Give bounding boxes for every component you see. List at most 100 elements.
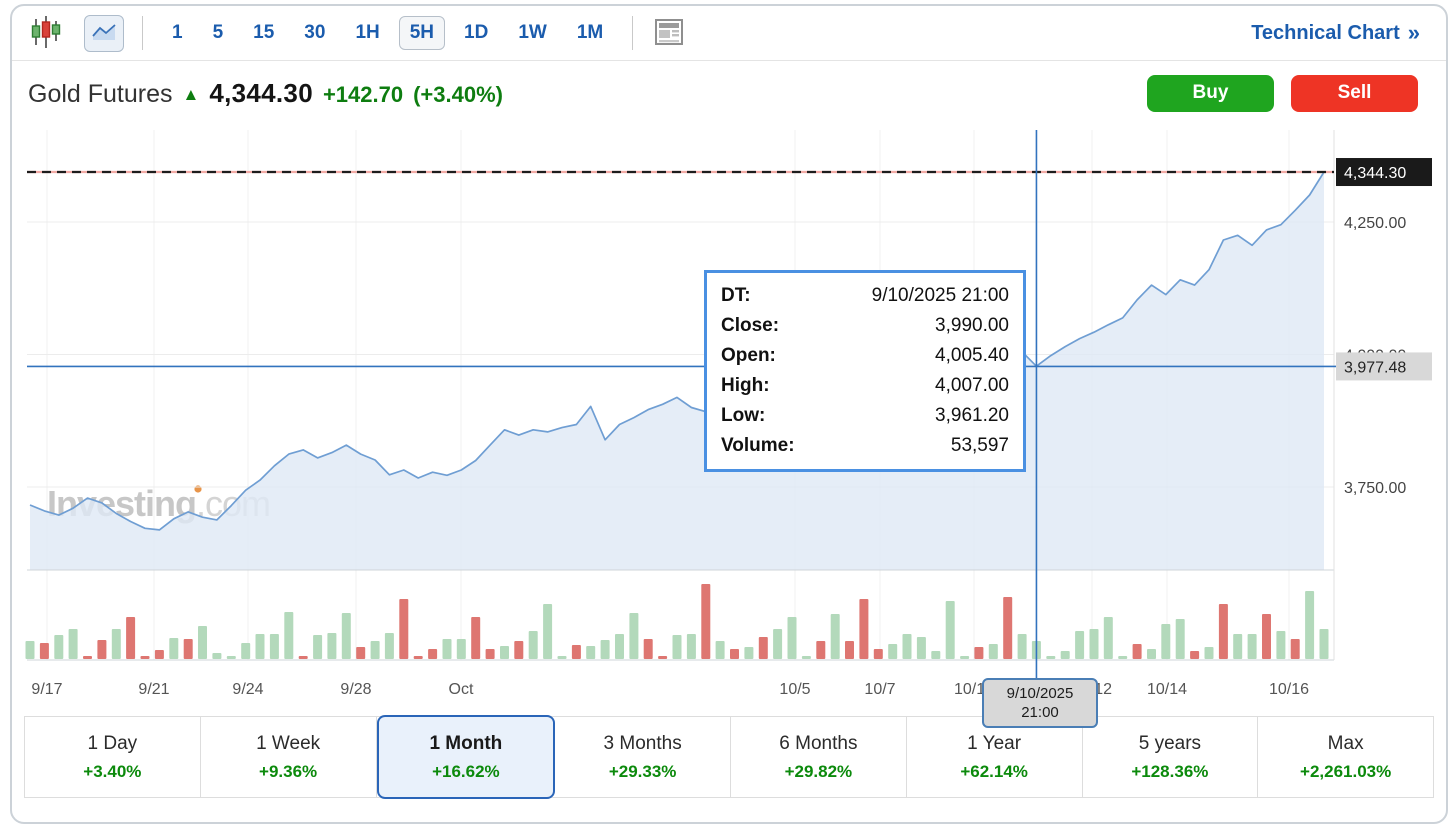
volume-bar [672, 635, 682, 659]
volume-bar [730, 649, 739, 659]
x-axis-label: 9/17 [31, 681, 62, 698]
interval-5h[interactable]: 5H [398, 16, 446, 50]
x-axis-label: 10/5 [779, 681, 810, 698]
volume-bar [1089, 629, 1099, 659]
technical-chart-link[interactable]: Technical Chart » [1251, 20, 1420, 46]
buy-button[interactable]: Buy [1147, 74, 1274, 112]
volume-bar [241, 643, 251, 659]
volume-bar [198, 626, 207, 659]
period-change: +62.14% [960, 761, 1028, 781]
period-label: 1 Month [429, 732, 503, 754]
interval-1w[interactable]: 1W [507, 16, 558, 50]
volume-bar [816, 641, 826, 659]
x-axis-label: 10/7 [864, 681, 895, 698]
crosshair-price-label-box [1336, 352, 1432, 381]
last-price-label: 4,344.30 [1344, 165, 1406, 182]
interval-1d[interactable]: 1D [453, 16, 499, 50]
volume-bar [873, 649, 883, 659]
crosshair [27, 130, 1338, 678]
tooltip-value: 3,990.00 [935, 315, 1009, 336]
period-3-months[interactable]: 3 Months +29.33% [555, 717, 731, 797]
volume-bar [442, 639, 452, 659]
news-icon [654, 18, 684, 49]
volume-bar [916, 637, 926, 659]
interval-15[interactable]: 15 [242, 16, 285, 50]
period-1-day[interactable]: 1 Day +3.40% [25, 717, 201, 797]
volume-bar [169, 638, 179, 659]
volume-bar [370, 641, 380, 659]
volume-bar [255, 634, 265, 659]
period-5-years[interactable]: 5 years +128.36% [1082, 717, 1259, 797]
tooltip-row: Volume: 53,597 [721, 431, 1009, 461]
period-1-month[interactable]: 1 Month +16.62% [376, 715, 556, 799]
volume-bars [25, 584, 1329, 659]
tooltip-value: 4,005.40 [935, 345, 1009, 366]
period-change: +2,261.03% [1300, 761, 1392, 781]
volume-bar [744, 647, 754, 659]
volume-bar [1046, 656, 1056, 659]
interval-30[interactable]: 30 [293, 16, 336, 50]
volume-bar [658, 656, 668, 659]
pane-frame [27, 130, 1335, 661]
volume-bar [888, 644, 898, 659]
period-change: +9.36% [259, 761, 318, 781]
volume-bar [1204, 647, 1214, 659]
volume-bar [1290, 639, 1300, 659]
volume-bar [54, 635, 64, 659]
volume-bar [1147, 649, 1156, 659]
volume-bar [413, 656, 423, 659]
period-selector: 1 Day +3.40% 1 Week +9.36% 1 Month +16.62% … [24, 715, 1434, 799]
tooltip-label: DT: [721, 285, 751, 306]
volume-bar [543, 604, 553, 659]
x-axis-label: 10/14 [1147, 681, 1187, 698]
volume-bar [1060, 651, 1070, 659]
interval-1h[interactable]: 1H [344, 16, 390, 50]
tooltip-value: 3,961.20 [935, 405, 1009, 426]
toolbar-divider [142, 16, 143, 50]
sell-button[interactable]: Sell [1291, 74, 1418, 112]
volume-bar [1161, 624, 1171, 659]
price-up-arrow-icon: ▲ [182, 84, 200, 104]
line-chart-button[interactable] [84, 14, 124, 52]
volume-bar [701, 584, 711, 659]
candlestick-chart-button[interactable] [28, 12, 64, 55]
volume-bar [988, 644, 998, 659]
news-button[interactable] [651, 15, 687, 52]
volume-bar [960, 656, 970, 659]
tooltip-label: Close: [721, 315, 780, 336]
volume-bar [528, 631, 538, 659]
period-1-year[interactable]: 1 Year +62.14% [906, 717, 1083, 797]
volume-bar [1132, 644, 1142, 659]
crosshair-price-label: 3,977.48 [1344, 359, 1406, 376]
instrument-header: Gold Futures ▲ 4,344.30 +142.70 (+3.40%)… [12, 61, 1446, 125]
volume-bar [859, 599, 869, 659]
ohlc-tooltip: DT: 9/10/2025 21:00 Close: 3,990.00 Open: 4… [704, 270, 1026, 472]
volume-bar [715, 641, 725, 659]
interval-1[interactable]: 1 [161, 16, 194, 50]
volume-bar [1175, 619, 1185, 659]
period-1-week[interactable]: 1 Week +9.36% [200, 717, 377, 797]
volume-bar [226, 656, 236, 659]
volume-bar [1233, 634, 1243, 659]
volume-bar [68, 629, 78, 659]
volume-bar [773, 629, 783, 659]
volume-bar [1190, 651, 1200, 659]
period-label: 6 Months [779, 732, 858, 754]
tooltip-value: 4,007.00 [935, 375, 1009, 396]
volume-bar [902, 634, 912, 659]
period-max[interactable]: Max +2,261.03% [1258, 717, 1433, 797]
volume-bar [600, 640, 610, 659]
volume-bar [183, 639, 193, 659]
volume-bar [1075, 631, 1085, 659]
period-6-months[interactable]: 6 Months +29.82% [731, 717, 907, 797]
interval-5[interactable]: 5 [202, 16, 235, 50]
volume-bar [384, 633, 394, 659]
interval-1m[interactable]: 1M [566, 16, 614, 50]
watermark-dot [194, 485, 202, 493]
volume-bar [327, 633, 337, 659]
tooltip-label: Low: [721, 405, 766, 426]
period-label: Max [1327, 732, 1364, 754]
tooltip-row: High: 4,007.00 [721, 371, 1009, 401]
volume-bar [787, 617, 797, 659]
chart-toolbar: 1 5 15 30 1H 5H 1D 1W 1M [12, 6, 1446, 61]
